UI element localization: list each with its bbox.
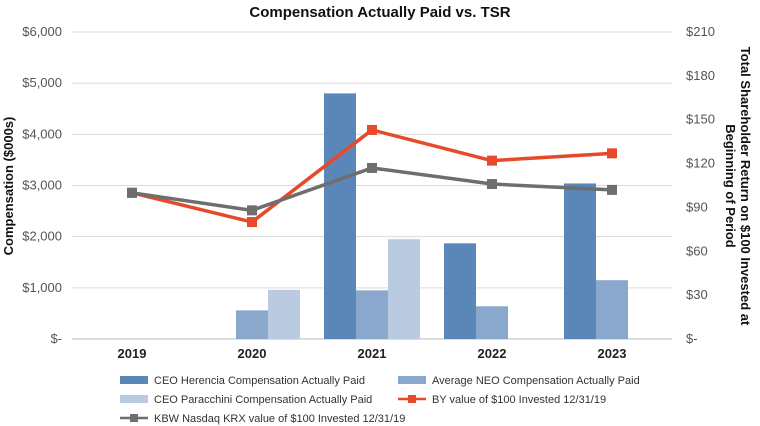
- y-axis-right-label-line2: Beginning of Period: [723, 124, 738, 248]
- legend-marker: [408, 395, 416, 403]
- x-tick-label: 2020: [238, 346, 267, 361]
- y-right-tick-label: $120: [686, 156, 715, 171]
- legend-label: CEO Herencia Compensation Actually Paid: [154, 375, 365, 387]
- x-tick-label: 2021: [358, 346, 387, 361]
- bar-3: [268, 289, 300, 339]
- y-left-tick-label: $5,000: [22, 75, 62, 90]
- y-axis-left-label: Compensation ($000s): [1, 117, 16, 256]
- line-point: [247, 205, 257, 216]
- x-tick-label: 2019: [118, 346, 147, 361]
- bar-2: [476, 306, 508, 339]
- line-point: [367, 124, 377, 135]
- y-right-tick-label: $150: [686, 112, 715, 127]
- x-tick-label: 2022: [478, 346, 507, 361]
- legend-swatch: [398, 376, 426, 384]
- y-right-tick-label: $30: [686, 287, 708, 302]
- line-series-2: [131, 166, 613, 213]
- legend-swatch: [120, 376, 148, 384]
- bar-1: [564, 183, 596, 339]
- line-series-1: [131, 128, 613, 224]
- y-right-tick-label: $-: [686, 331, 698, 346]
- bar-1: [444, 243, 476, 339]
- y-left-tick-label: $2,000: [22, 229, 62, 244]
- line-point: [127, 187, 137, 198]
- y-axis-right-label-line1: Total Shareholder Return on $100 Investe…: [738, 47, 753, 326]
- y-left-tick-label: $-: [50, 331, 62, 346]
- legend-label: Average NEO Compensation Actually Paid: [432, 375, 640, 387]
- bar-2: [356, 290, 388, 339]
- y-right-tick-label: $90: [686, 199, 708, 214]
- y-left-tick-label: $4,000: [22, 126, 62, 141]
- legend-label: CEO Paracchini Compensation Actually Pai…: [154, 394, 372, 406]
- y-right-tick-label: $210: [686, 24, 715, 39]
- line-point: [367, 162, 377, 173]
- y-right-tick-label: $180: [686, 68, 715, 83]
- bar-1: [324, 93, 356, 340]
- bar-3: [388, 239, 420, 339]
- bar-2: [596, 280, 628, 339]
- legend-swatch: [120, 395, 148, 403]
- x-tick-label: 2023: [598, 346, 627, 361]
- bar-2: [236, 310, 268, 339]
- line-point: [607, 148, 617, 159]
- line-point: [607, 184, 617, 195]
- line-point: [487, 155, 497, 166]
- y-left-tick-label: $6,000: [22, 24, 62, 39]
- y-left-tick-label: $3,000: [22, 178, 62, 193]
- line-point: [247, 217, 257, 228]
- legend-marker: [130, 414, 138, 422]
- line-point: [487, 179, 497, 190]
- legend-label: KBW Nasdaq KRX value of $100 Invested 12…: [154, 413, 405, 425]
- legend-label: BY value of $100 Invested 12/31/19: [432, 394, 606, 406]
- y-right-tick-label: $60: [686, 243, 708, 258]
- y-left-tick-label: $1,000: [22, 280, 62, 295]
- chart-title: Compensation Actually Paid vs. TSR: [249, 4, 510, 21]
